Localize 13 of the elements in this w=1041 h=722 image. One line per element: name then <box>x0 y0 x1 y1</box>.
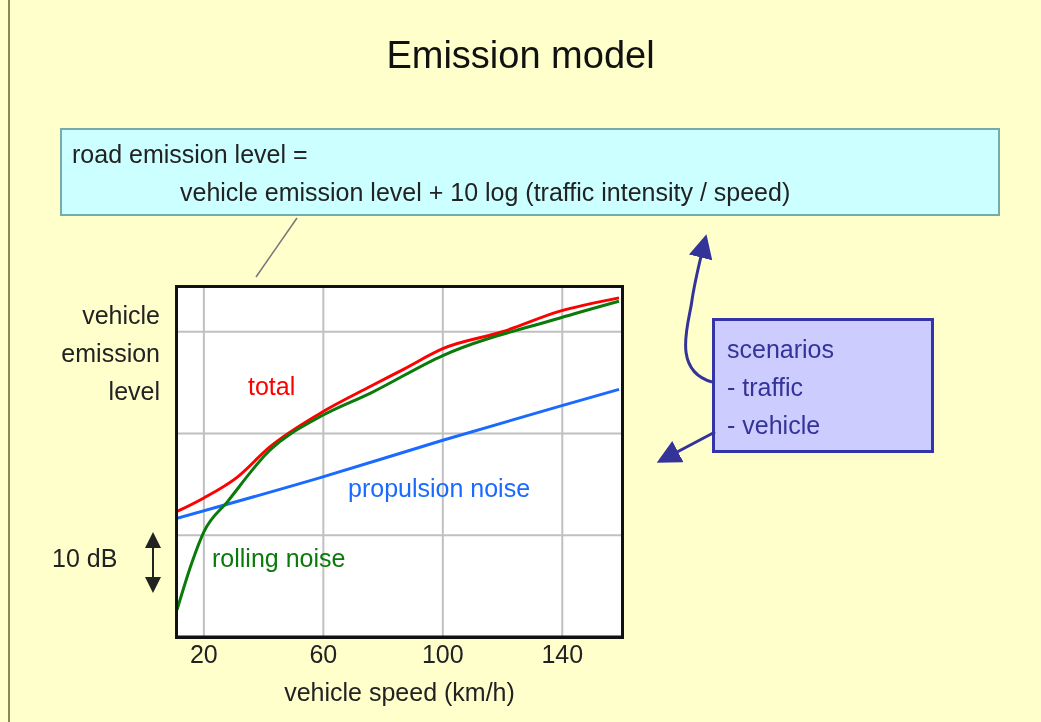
series-label: propulsion noise <box>348 474 531 503</box>
chart-title: Emission model <box>385 34 656 77</box>
y-axis-title: vehicle emission level <box>60 300 160 407</box>
series-label: total <box>248 372 296 401</box>
scenario-box: scenarios - traffic - vehicle <box>712 318 934 453</box>
formula-box: road emission level = vehicle emission level + 10 log (traffic intensity / speed) <box>60 128 1000 216</box>
series-label: rolling noise <box>212 544 346 573</box>
x-tick-label: 100 <box>421 639 464 668</box>
x-tick-label: 60 <box>309 639 338 668</box>
x-axis-title: vehicle speed (km/h) <box>283 678 516 707</box>
x-tick-label: 20 <box>189 639 218 668</box>
text: 10 dB <box>52 544 118 573</box>
x-tick-label: 140 <box>541 639 584 668</box>
